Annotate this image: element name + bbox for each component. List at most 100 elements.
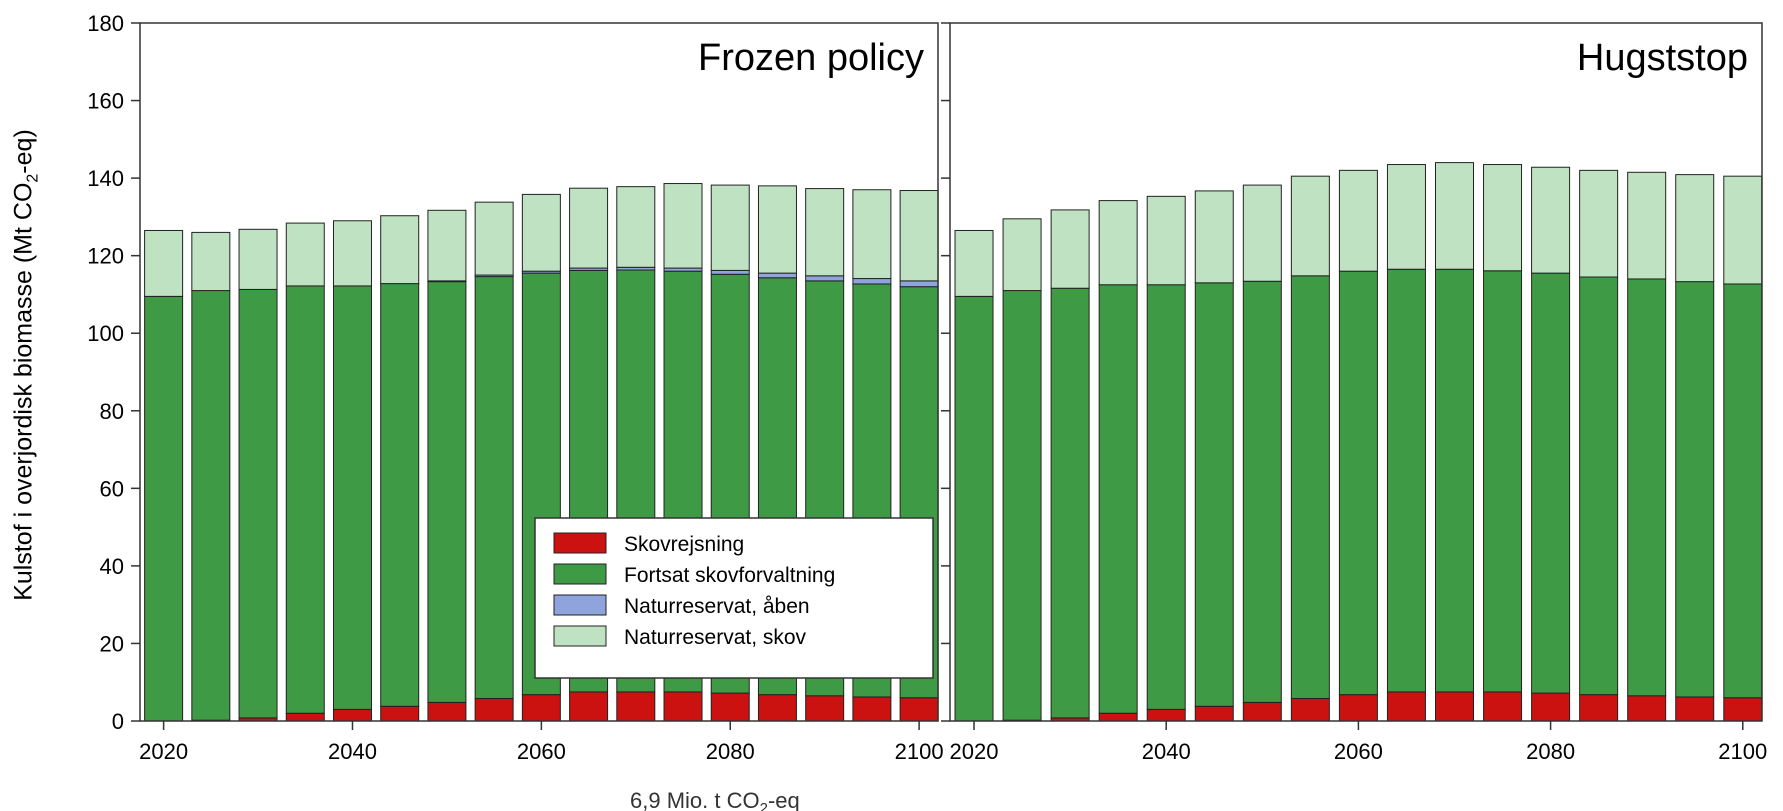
bar-segment (427, 209, 467, 282)
bar-segment (710, 184, 750, 271)
legend-swatch (553, 563, 607, 585)
bar-segment (1627, 695, 1667, 722)
bar-segment (474, 276, 514, 700)
bar-segment (1434, 268, 1474, 693)
bar-segment (1675, 696, 1715, 722)
bar-segment (663, 691, 703, 722)
y-axis-label: Kulstof i overjordisk biomasse (Mt CO2-e… (4, 0, 44, 811)
bar-segment (1338, 694, 1378, 722)
bar-segment (852, 278, 892, 285)
bar-segment (852, 189, 892, 280)
bar-segment (1050, 287, 1090, 719)
bar-segment (1723, 697, 1763, 722)
bar-segment (285, 222, 325, 287)
y-axis-label-end: -eq) (9, 129, 38, 174)
bar-segment (1290, 698, 1330, 722)
y-tick-label: 60 (100, 476, 124, 501)
bar-segment (521, 193, 561, 272)
bar-segment (1627, 278, 1667, 697)
bar-segment (1242, 184, 1282, 282)
panel-title: Frozen policy (698, 37, 924, 79)
bar-segment (569, 691, 609, 722)
legend-label: Skovrejsning (624, 533, 744, 556)
bar-segment (332, 285, 372, 710)
bar-segment (1338, 270, 1378, 696)
bar-segment (191, 231, 231, 292)
bar-segment (380, 283, 420, 707)
bar-segment (1098, 712, 1138, 722)
y-tick-label: 120 (87, 244, 124, 269)
bar-segment (1194, 705, 1234, 722)
bar-segment (1386, 164, 1426, 270)
bar-segment (1531, 272, 1571, 694)
panel-frame (139, 22, 939, 722)
bar-segment (332, 220, 372, 287)
bar-segment (616, 186, 656, 268)
x-tick-label: 2080 (1526, 739, 1575, 764)
bar-segment (569, 187, 609, 269)
bar-segment (805, 188, 845, 277)
bar-segment (285, 712, 325, 722)
bar-segment (1579, 694, 1619, 722)
bar-segment (1194, 190, 1234, 284)
bar-segment (757, 185, 797, 274)
y-tick-label: 100 (87, 321, 124, 346)
bar-segment (1242, 701, 1282, 722)
bar-segment (1386, 691, 1426, 722)
bar-segment (427, 701, 467, 722)
bar-segment (1242, 280, 1282, 703)
bar-segment (1627, 171, 1667, 280)
bar-segment (805, 275, 845, 282)
panel-frame (949, 22, 1763, 722)
bar-segment (1050, 209, 1090, 289)
x-tick-label: 2100 (895, 739, 944, 764)
bar-segment (191, 290, 231, 721)
legend-swatch (553, 594, 607, 616)
bar-segment (954, 229, 994, 297)
bar-segment (1098, 284, 1138, 714)
bar-segment (474, 698, 514, 722)
bar-segment (474, 201, 514, 276)
legend: Skovrejsning Fortsat skovforvaltning Natur… (534, 517, 934, 679)
bar-segment (1098, 200, 1138, 286)
bar-segment (1579, 276, 1619, 696)
bar-segment (521, 694, 561, 722)
bar-segment (1483, 164, 1523, 272)
bar-segment (899, 190, 939, 282)
legend-swatch (553, 532, 607, 554)
bar-segment (1290, 175, 1330, 277)
y-tick-label: 20 (100, 631, 124, 656)
bar-segment (1146, 195, 1186, 286)
y-tick-label: 140 (87, 166, 124, 191)
bar-segment (1146, 284, 1186, 710)
bar-segment (757, 694, 797, 722)
legend-label: Naturreservat, åben (624, 595, 810, 618)
overlay-caption: 6,9 Mio. t CO2-eq (630, 788, 800, 811)
bar-segment (1194, 282, 1234, 707)
x-tick-label: 2060 (517, 739, 566, 764)
bar-segment (1675, 281, 1715, 698)
bar-segment (852, 696, 892, 722)
x-tick-label: 2100 (1718, 739, 1767, 764)
y-tick-label: 0 (112, 709, 124, 734)
bar-segment (238, 228, 278, 290)
bar-segment (144, 229, 184, 297)
bar-segment (285, 285, 325, 714)
y-tick-label: 80 (100, 399, 124, 424)
bar-segment (427, 281, 467, 703)
panel-title: Hugststop (1577, 37, 1748, 79)
bar-segment (1290, 275, 1330, 700)
bar-segment (1434, 691, 1474, 722)
bar-segment (1002, 218, 1042, 292)
y-tick-label: 40 (100, 554, 124, 579)
y-tick-label: 160 (87, 89, 124, 114)
y-axis-label-main: Kulstof i overjordisk biomasse (Mt CO (9, 182, 38, 601)
x-tick-label: 2060 (1334, 739, 1383, 764)
bar-segment (1531, 692, 1571, 722)
bar-segment (899, 280, 939, 288)
bar-segment (1579, 169, 1619, 278)
x-tick-label: 2080 (706, 739, 755, 764)
bar-segment (238, 288, 278, 719)
